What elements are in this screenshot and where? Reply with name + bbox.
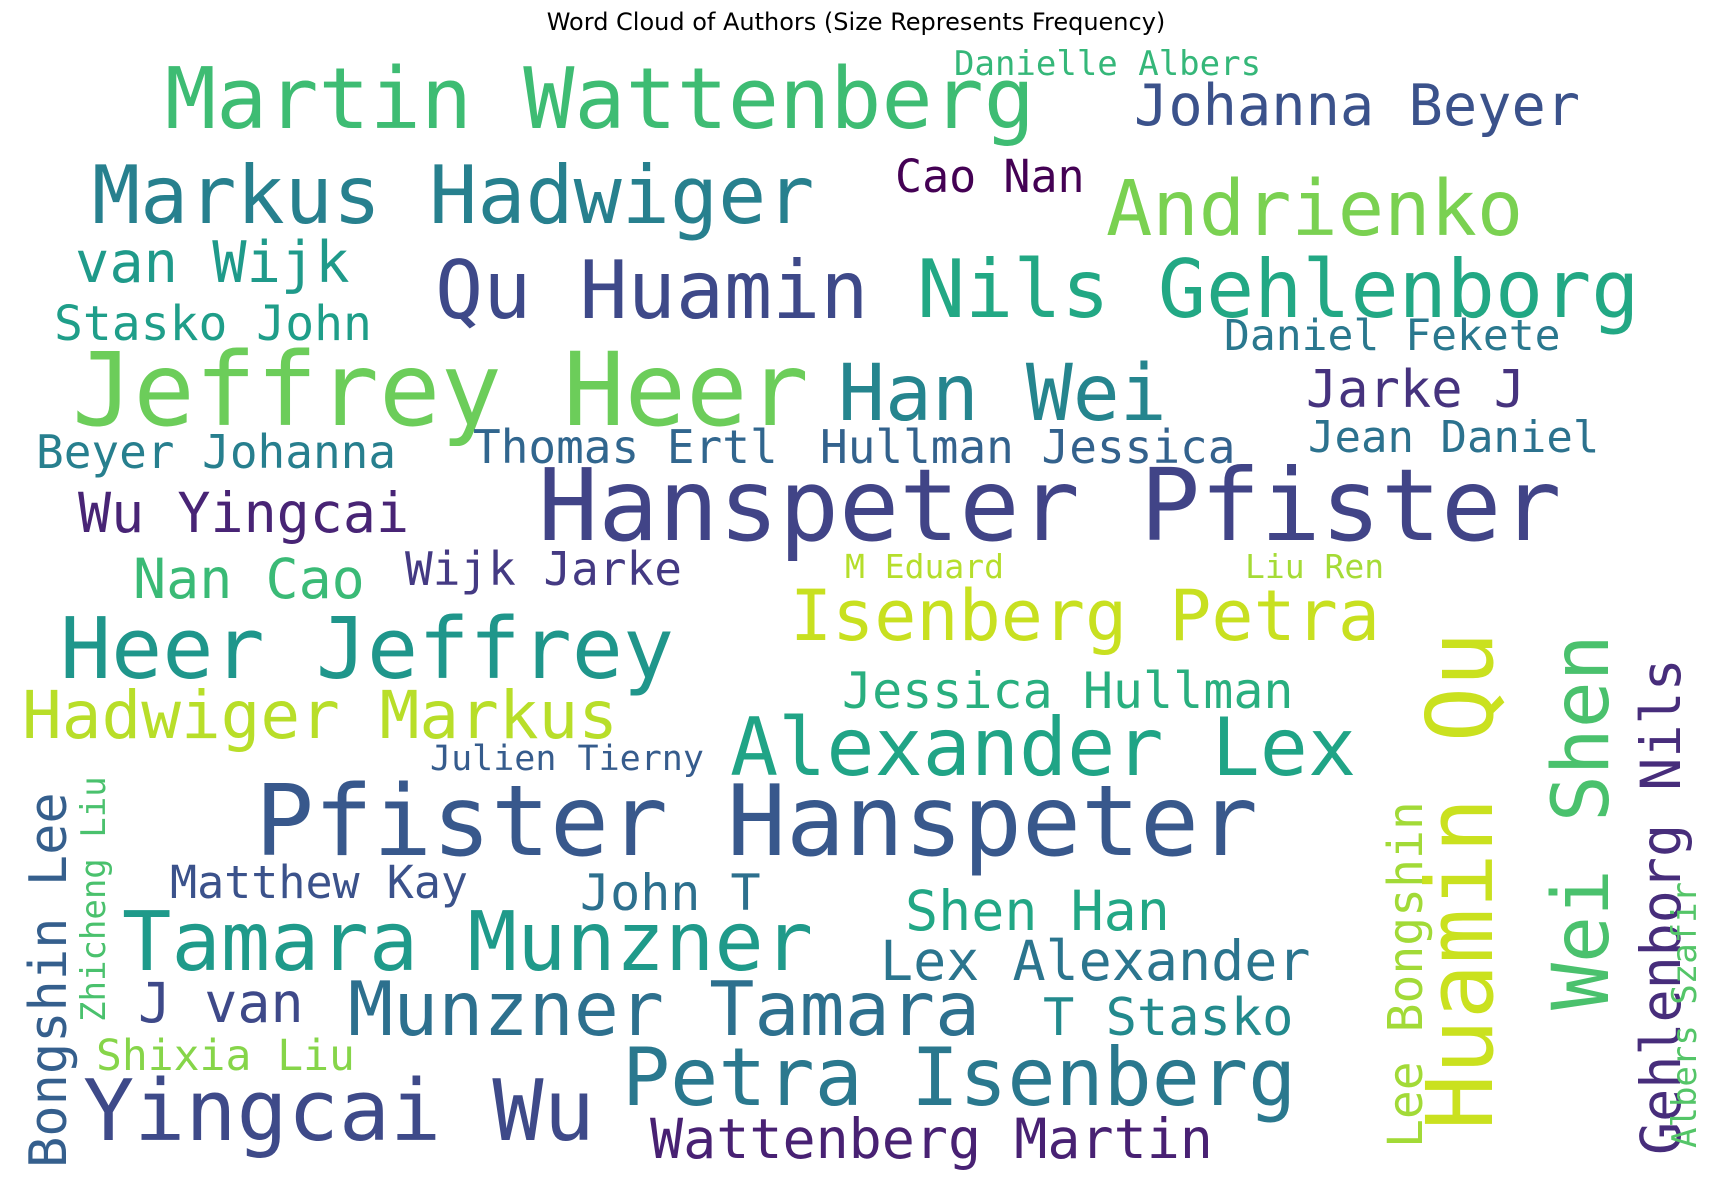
word-cloud-word: Shixia Liu bbox=[96, 1031, 355, 1081]
word-cloud-word: Munzner Tamara bbox=[348, 965, 980, 1053]
word-cloud-word: Isenberg Petra bbox=[790, 575, 1380, 657]
word-cloud-word: John T bbox=[580, 864, 761, 922]
word-cloud-word: Albers Szafir bbox=[1665, 882, 1705, 1148]
word-cloud-word: Petra Isenberg bbox=[622, 1031, 1296, 1124]
page-title: Word Cloud of Authors (Size Represents F… bbox=[546, 8, 1166, 36]
word-cloud-word: Daniel Fekete bbox=[1224, 311, 1561, 361]
word-cloud-word: van Wijk bbox=[75, 230, 350, 296]
word-cloud-word: Jeffrey Heer bbox=[72, 331, 809, 450]
word-cloud-word: Qu Huamin bbox=[435, 244, 868, 337]
word-cloud-word: M Eduard bbox=[845, 547, 1004, 586]
word-cloud-word: T Stasko bbox=[1043, 988, 1293, 1048]
word-cloud-word: Wattenberg Martin bbox=[650, 1107, 1213, 1171]
word-cloud-word: Yingcai Wu bbox=[83, 1062, 595, 1161]
word-cloud-word: Lee Bongshin bbox=[1378, 801, 1434, 1148]
word-cloud-word: Jarke J bbox=[1306, 360, 1525, 420]
word-cloud-word: Nils Gehlenborg bbox=[917, 243, 1639, 336]
word-cloud-word: Tamara Munzner bbox=[122, 895, 813, 990]
word-cloud-word: Gehlenborg Nils bbox=[1629, 658, 1693, 1155]
word-cloud-word: Wu Yingcai bbox=[78, 481, 409, 545]
word-cloud-word: Han Wei bbox=[838, 349, 1167, 439]
word-cloud-word: Cao Nan bbox=[895, 150, 1085, 203]
word-cloud-word: Heer Jeffrey bbox=[60, 600, 674, 699]
word-cloud-word: Markus Hadwiger bbox=[92, 149, 814, 242]
word-cloud-word: Wei Shen bbox=[1537, 634, 1627, 1010]
word-cloud-word: Huamin Qu bbox=[1407, 632, 1514, 1131]
word-cloud-word: Matthew Kay bbox=[170, 856, 468, 909]
word-cloud-word: J van bbox=[138, 971, 304, 1035]
word-cloud-word: Andrienko bbox=[1106, 165, 1523, 254]
word-cloud-word: Bongshin Lee bbox=[19, 792, 79, 1168]
word-cloud-word: Jean Daniel bbox=[1308, 412, 1599, 463]
word-cloud-word: Alexander Lex bbox=[730, 701, 1356, 794]
word-cloud-word: Lex Alexander bbox=[880, 929, 1310, 993]
word-cloud-word: Martin Wattenberg bbox=[165, 50, 1035, 149]
word-cloud-word: Stasko John bbox=[54, 296, 372, 352]
word-cloud-word: Hanspeter Pfister bbox=[538, 447, 1562, 564]
word-cloud-word: Thomas Ertl bbox=[473, 420, 778, 474]
word-cloud-word: Hullman Jessica bbox=[820, 420, 1235, 474]
word-cloud-word: Danielle Albers bbox=[954, 44, 1261, 84]
word-cloud-word: Hadwiger Markus bbox=[22, 677, 618, 754]
word-cloud-word: Shen Han bbox=[905, 879, 1170, 943]
word-cloud-word: Nan Cao bbox=[133, 547, 365, 611]
word-cloud-word: Pfister Hanspeter bbox=[255, 765, 1258, 879]
word-cloud-word: Jessica Hullman bbox=[842, 662, 1294, 720]
word-cloud-word: Liu Ren bbox=[1245, 547, 1384, 586]
word-cloud-word: Johanna Beyer bbox=[1134, 73, 1580, 139]
word-cloud-word: Beyer Johanna bbox=[36, 425, 396, 479]
word-cloud-word: Wijk Jarke bbox=[405, 542, 682, 596]
word-cloud-word: Julien Tierny bbox=[430, 739, 704, 779]
word-cloud-word: Zhicheng Liu bbox=[74, 776, 114, 1022]
